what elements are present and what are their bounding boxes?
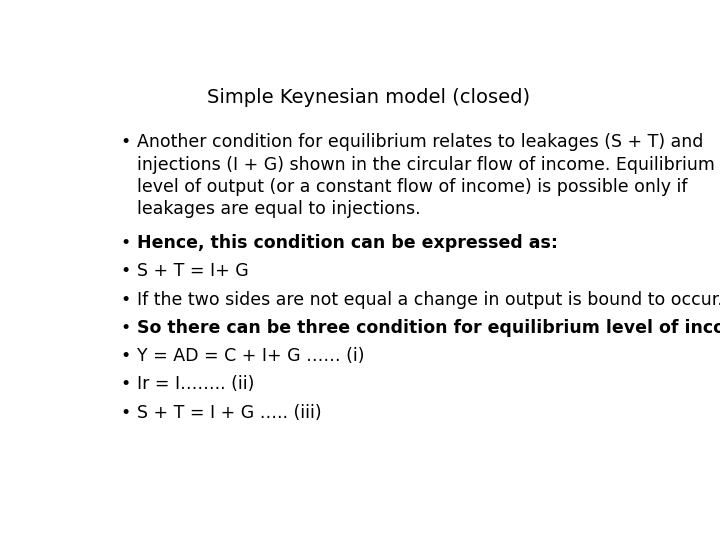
Text: If the two sides are not equal a change in output is bound to occur.: If the two sides are not equal a change … [138,291,720,308]
Text: Hence, this condition can be expressed as:: Hence, this condition can be expressed a… [138,234,559,252]
Text: Ir = I…….. (ii): Ir = I…….. (ii) [138,375,255,394]
Text: S + T = I+ G: S + T = I+ G [138,262,249,280]
Text: So there can be three condition for equilibrium level of income:: So there can be three condition for equi… [138,319,720,337]
Text: •: • [121,375,131,394]
Text: Y = AD = C + I+ G …… (i): Y = AD = C + I+ G …… (i) [138,347,365,365]
Text: •: • [121,133,131,151]
Text: S + T = I + G ….. (iii): S + T = I + G ….. (iii) [138,404,322,422]
Text: •: • [121,291,131,308]
Text: Simple Keynesian model (closed): Simple Keynesian model (closed) [207,87,531,107]
Text: •: • [121,262,131,280]
Text: Another condition for equilibrium relates to leakages (S + T) and
injections (I : Another condition for equilibrium relate… [138,133,715,218]
Text: •: • [121,404,131,422]
Text: •: • [121,347,131,365]
Text: •: • [121,234,131,252]
Text: •: • [121,319,131,337]
